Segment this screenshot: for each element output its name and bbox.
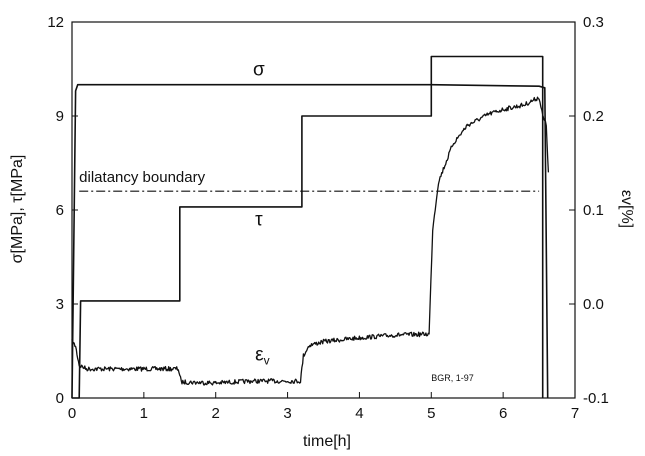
- y-right-tick-label: 0.3: [583, 14, 604, 31]
- x-tick-label: 7: [571, 405, 579, 422]
- annotation-2: τ: [255, 210, 263, 231]
- annotation-4: dilatancy boundary: [79, 169, 205, 186]
- annotation-5: BGR, 1-97: [431, 373, 474, 383]
- series-line-1: [71, 83, 549, 399]
- x-tick-label: 5: [427, 405, 435, 422]
- y-axis-left-label: σ[MPa], τ[MPa]: [9, 155, 26, 264]
- x-tick-label: 1: [140, 405, 148, 422]
- y-right-tick-label: 0.2: [583, 108, 604, 125]
- x-tick-label: 2: [212, 405, 220, 422]
- series-layer: [71, 55, 550, 399]
- annotation-3: εv: [255, 344, 269, 367]
- x-tick-label: 0: [68, 405, 76, 422]
- y-right-tick-label: -0.1: [583, 390, 609, 407]
- x-tick-label: 4: [355, 405, 363, 422]
- x-axis-label: time[h]: [303, 433, 351, 450]
- y-left-tick-label: 0: [56, 390, 64, 407]
- y-left-tick-label: 6: [56, 202, 64, 219]
- annotation-1: σ: [253, 59, 265, 80]
- y-right-tick-label: 0.1: [583, 202, 604, 219]
- y-left-tick-label: 9: [56, 108, 64, 125]
- series-line-2: [72, 55, 544, 399]
- y-left-tick-label: 12: [47, 14, 64, 31]
- svg-text:εv[%]: εv[%]: [618, 190, 635, 228]
- series-line-4: [71, 96, 550, 386]
- y-right-tick-label: 0.0: [583, 296, 604, 313]
- x-tick-label: 3: [283, 405, 291, 422]
- y-left-tick-label: 3: [56, 296, 64, 313]
- y-axis-right-label: εv[%]: [618, 190, 635, 228]
- x-tick-label: 6: [499, 405, 507, 422]
